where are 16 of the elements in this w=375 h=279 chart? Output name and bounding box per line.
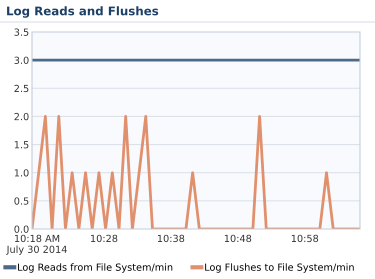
y-tick-label: 3.5 — [14, 28, 28, 36]
y-tick-label: 1.5 — [14, 141, 28, 148]
legend-label: Log Reads from File System/min — [18, 263, 172, 273]
y-tick-label: 3.0 — [14, 56, 29, 64]
y-tick-label: 2.0 — [14, 112, 29, 120]
y-tick-label: 2.5 — [14, 84, 28, 92]
legend-label: Log Flushes to File System/min — [205, 263, 354, 273]
x-tick-label: 10:48 — [224, 234, 252, 242]
x-tick-label: 10:18 AM July 30 2014 — [6, 234, 67, 255]
chart-title: Log Reads and Flushes — [7, 6, 158, 18]
x-tick-label: 10:58 — [292, 234, 318, 242]
x-tick-label: 10:38 — [158, 234, 184, 242]
y-tick-label: 0.0 — [14, 225, 29, 233]
y-tick-label: 0.5 — [14, 197, 28, 205]
x-tick-label: 10:28 — [91, 234, 118, 242]
y-tick-label: 1.0 — [14, 169, 29, 177]
